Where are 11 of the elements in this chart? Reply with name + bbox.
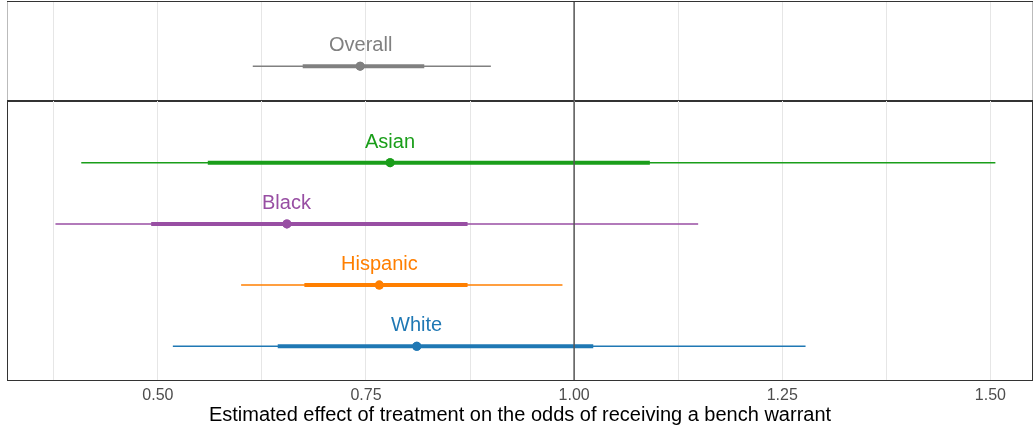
- x-axis-title: Estimated effect of treatment on the odds of receiving a bench warrant: [208, 403, 832, 426]
- x-tick-label: 1.50: [974, 386, 1007, 404]
- category-label: Overall: [329, 33, 393, 55]
- x-tick-label: 0.50: [142, 386, 174, 404]
- x-tick-label: 0.75: [350, 386, 382, 404]
- x-tick-label: 1.25: [766, 386, 798, 404]
- y-tick-label: Hispanic: [341, 252, 418, 274]
- y-tick-label: White: [391, 313, 443, 335]
- x-tick-label: 1.00: [558, 386, 590, 404]
- y-tick-label: Black: [262, 191, 312, 213]
- y-tick-label: Asian: [365, 130, 416, 152]
